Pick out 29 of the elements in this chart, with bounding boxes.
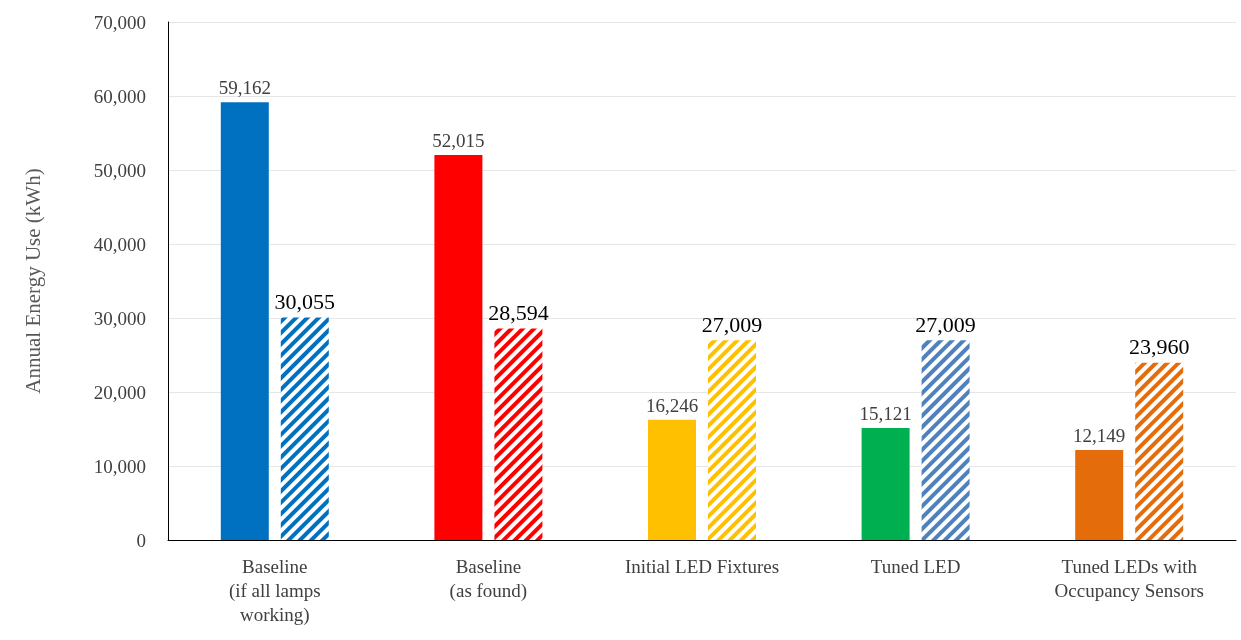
x-tick-label: Initial LED Fixtures: [624, 555, 780, 577]
y-tick-label: 40,000: [93, 233, 146, 255]
y-tick-label: 20,000: [93, 381, 146, 403]
x-tick-label: Tuned LEDs with Occupancy Sensors: [1054, 555, 1204, 601]
y-tick-label: 0: [136, 529, 146, 551]
data-label: 12,149: [1073, 425, 1126, 447]
data-label: 27,009: [701, 311, 763, 337]
y-tick-label: 50,000: [93, 159, 146, 181]
y-tick-label: 30,000: [93, 307, 146, 329]
bar: [220, 102, 269, 540]
y-tick-label: 60,000: [93, 85, 146, 107]
data-label: 27,009: [915, 311, 976, 337]
x-tick-label: Baseline (if all lamps working): [228, 555, 321, 626]
bar: [434, 155, 483, 540]
bar: [1075, 450, 1124, 540]
data-label: 28,594: [488, 299, 549, 325]
bar: [648, 419, 696, 540]
x-tick-label: Tuned LED: [870, 555, 961, 577]
data-label: 15,121: [859, 403, 912, 425]
y-tick-label: 10,000: [93, 455, 146, 477]
bar: [861, 428, 910, 540]
data-label: 59,162: [218, 77, 271, 99]
y-tick-label: 70,000: [93, 11, 146, 33]
data-label: 52,015: [432, 130, 485, 152]
data-label: 30,055: [274, 289, 336, 315]
data-label: 16,246: [645, 394, 699, 416]
data-label: 23,960: [1128, 334, 1190, 360]
y-axis-title: Annual Energy Use (kWh): [20, 168, 45, 394]
x-tick-label: Baseline (as found): [449, 555, 528, 602]
